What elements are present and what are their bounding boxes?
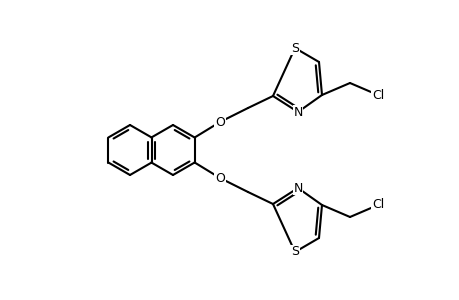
Text: N: N <box>293 182 302 194</box>
Text: O: O <box>215 116 224 128</box>
Text: Cl: Cl <box>371 88 383 101</box>
Text: Cl: Cl <box>371 199 383 212</box>
Text: O: O <box>215 172 224 184</box>
Text: S: S <box>291 245 298 259</box>
Text: N: N <box>293 106 302 118</box>
Text: S: S <box>291 41 298 55</box>
